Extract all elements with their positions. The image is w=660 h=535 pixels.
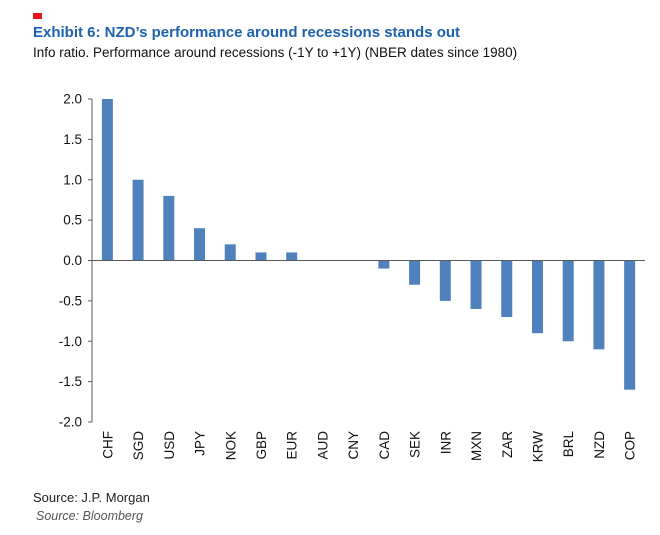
bar-usd [163, 195, 175, 261]
bar-sek [409, 260, 421, 285]
category-label-cad: CAD [377, 431, 392, 460]
bar-cop [624, 260, 636, 390]
bar-jpy [194, 228, 206, 261]
bar-gbp [255, 252, 267, 261]
category-label-usd: USD [162, 431, 177, 460]
category-label-mxn: MXN [469, 431, 484, 461]
category-label-eur: EUR [285, 431, 300, 460]
bar-nzd [593, 260, 605, 350]
bar-mxn [470, 260, 482, 309]
y-tick-label: -1.0 [59, 334, 82, 349]
bar-krw [531, 260, 543, 334]
source-line-jpmorgan: Source: J.P. Morgan [33, 490, 150, 505]
y-tick-label: 1.5 [63, 132, 82, 147]
category-label-cop: COP [623, 431, 638, 460]
bar-nok [224, 244, 236, 261]
category-label-inr: INR [438, 431, 453, 455]
category-label-gbp: GBP [254, 431, 269, 460]
category-label-nzd: NZD [592, 431, 607, 459]
category-label-sgd: SGD [131, 431, 146, 461]
bar-chart: 2.0 1.5 1.0 0.5 0.0 -0.5 -1.0 -1.5 -2.0 CHF SGD USD… [0, 62, 660, 480]
category-label-sek: SEK [408, 431, 423, 458]
category-label-nok: NOK [223, 431, 238, 460]
category-label-aud: AUD [315, 431, 330, 460]
exhibit-title: Exhibit 6: NZD’s performance around rece… [33, 24, 461, 41]
category-label-zar: ZAR [500, 431, 515, 458]
y-tick-label: 0.5 [63, 213, 82, 228]
exhibit-subtitle: Info ratio. Performance around recession… [33, 45, 518, 60]
bar-eur [286, 252, 298, 261]
y-tick-label: 0.0 [63, 253, 82, 268]
y-tick-label: 2.0 [63, 92, 82, 107]
source-line-bloomberg: Source: Bloomberg [36, 509, 144, 523]
bar-chf [101, 99, 113, 261]
category-label-krw: KRW [530, 431, 545, 463]
bar-inr [439, 260, 451, 301]
red-accent-marker [33, 13, 42, 19]
category-label-brl: BRL [561, 431, 576, 458]
category-label-jpy: JPY [193, 431, 208, 456]
bar-zar [501, 260, 513, 318]
bar-sgd [132, 179, 144, 261]
bar-cad [378, 260, 390, 269]
y-tick-label: -0.5 [59, 293, 82, 308]
chart-svg: 2.0 1.5 1.0 0.5 0.0 -0.5 -1.0 -1.5 -2.0 CHF SGD USD… [59, 92, 645, 463]
y-tick-label: 1.0 [63, 172, 82, 187]
category-label-chf: CHF [100, 431, 115, 459]
category-label-cny: CNY [346, 431, 361, 460]
y-tick-label: -2.0 [59, 415, 82, 430]
y-tick-label: -1.5 [59, 374, 82, 389]
bar-brl [562, 260, 574, 342]
